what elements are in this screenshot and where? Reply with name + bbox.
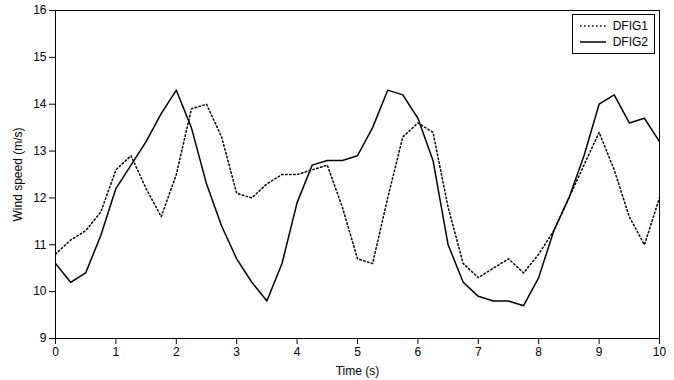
svg-text:14: 14 [33, 97, 47, 111]
svg-text:Time (s): Time (s) [336, 364, 380, 378]
svg-text:9: 9 [40, 331, 47, 345]
svg-text:5: 5 [354, 345, 361, 359]
svg-text:12: 12 [33, 191, 47, 205]
svg-text:7: 7 [475, 345, 482, 359]
svg-text:Wind speed (m/s): Wind speed (m/s) [11, 127, 25, 221]
svg-text:10: 10 [33, 284, 47, 298]
svg-text:1: 1 [113, 345, 120, 359]
svg-text:4: 4 [294, 345, 301, 359]
svg-text:8: 8 [535, 345, 542, 359]
html-text:DFIG1: DFIG1 [612, 19, 648, 33]
svg-text:11: 11 [34, 238, 47, 252]
svg-text:13: 13 [33, 144, 47, 158]
svg-text:2: 2 [173, 345, 180, 359]
svg-text:9: 9 [596, 345, 603, 359]
svg-text:15: 15 [33, 50, 47, 64]
svg-text:10: 10 [653, 345, 667, 359]
svg-text:16: 16 [33, 3, 47, 17]
svg-text:0: 0 [52, 345, 59, 359]
svg-text:6: 6 [415, 345, 422, 359]
html-text:DFIG2: DFIG2 [612, 35, 648, 49]
svg-text:3: 3 [233, 345, 240, 359]
